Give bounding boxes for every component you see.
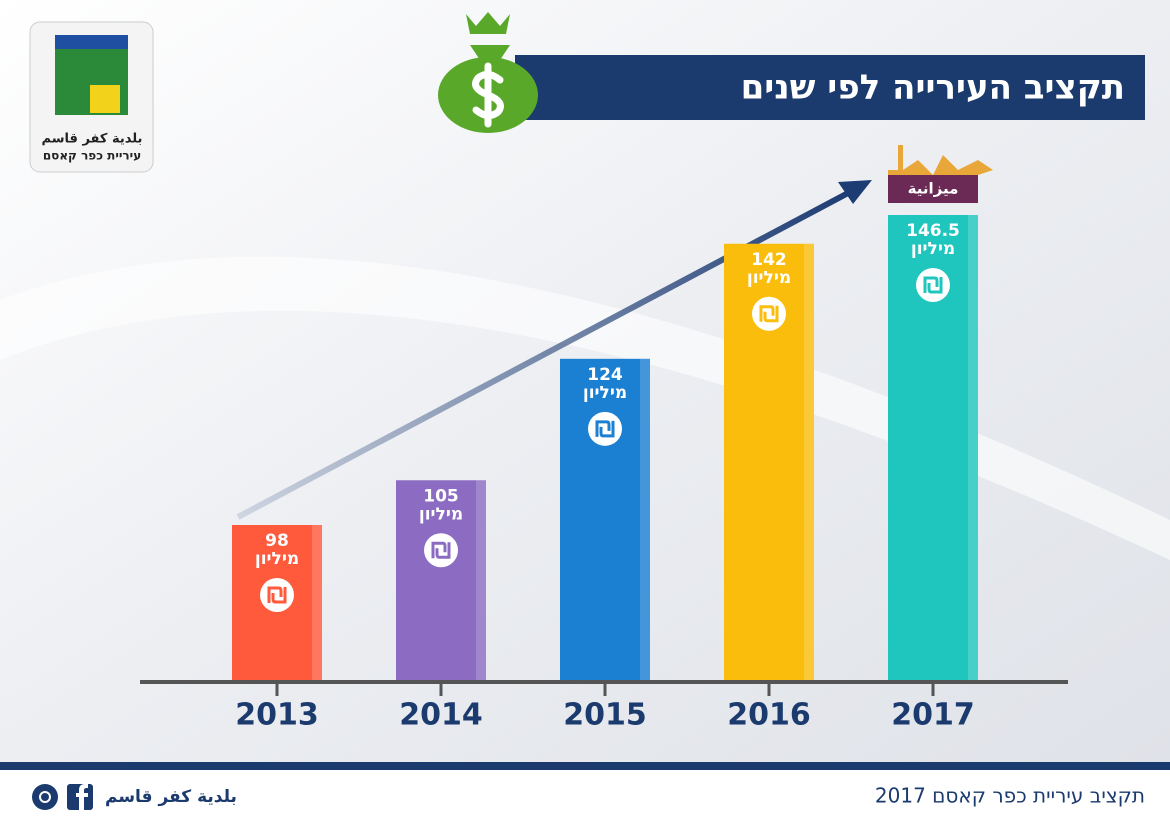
bar-shade xyxy=(312,525,322,680)
unit-label: מיליון xyxy=(419,504,463,524)
bar-shade xyxy=(476,480,486,680)
shekel-icon xyxy=(588,411,622,446)
shekel-glyph xyxy=(431,541,451,559)
bar xyxy=(396,480,486,680)
decor xyxy=(0,256,1170,560)
shekel-icon xyxy=(916,268,950,302)
instagram-icon-lens xyxy=(39,791,51,803)
shekel-icon xyxy=(752,296,786,331)
x-tick-label: 2015 xyxy=(563,698,647,733)
shekel-glyph xyxy=(595,420,615,438)
unit-label: מיליון xyxy=(255,549,299,569)
bag-crown xyxy=(466,12,510,34)
badge-label: ميزانية xyxy=(908,180,959,198)
value-label: 98 xyxy=(265,531,289,551)
value-label: 146.5 xyxy=(906,221,960,241)
shekel-glyph xyxy=(267,586,287,604)
logo-emblem-mosque xyxy=(90,85,120,113)
shekel-glyph xyxy=(923,276,943,294)
shekel-icon xyxy=(260,578,294,612)
value-label: 105 xyxy=(423,486,459,506)
logo-line2: עיריית כפר קאסם xyxy=(43,149,141,163)
shekel-icon xyxy=(424,533,458,568)
bag-neck xyxy=(470,45,510,60)
logo-emblem-top xyxy=(55,35,128,49)
x-tick-label: 2014 xyxy=(399,698,483,733)
badge xyxy=(888,175,978,203)
footer-right: תקציב עיריית כפר קאסם 2017 xyxy=(875,784,1145,808)
bar-shade xyxy=(640,358,650,680)
instagram-icon[interactable] xyxy=(32,784,58,810)
trend-arrowhead xyxy=(838,180,872,204)
footer xyxy=(0,770,1170,827)
footer-rule xyxy=(0,762,1170,770)
value-label: 142 xyxy=(751,250,787,270)
title-banner xyxy=(515,55,1145,120)
value-label: 124 xyxy=(587,365,623,385)
x-tick-label: 2017 xyxy=(891,698,975,733)
dollar-icon xyxy=(472,62,504,128)
title: תקציב העירייה לפי שנים xyxy=(741,68,1125,108)
bar-shade xyxy=(968,215,978,680)
facebook-f xyxy=(76,784,88,810)
bars: 98מיליון2013105מיליון2014124מיליון201514… xyxy=(232,145,993,733)
unit-label: מיליון xyxy=(911,239,955,259)
bar xyxy=(560,358,650,680)
logo-line1: بلدية كفر قاسم xyxy=(42,132,143,147)
x-tick-label: 2016 xyxy=(727,698,811,733)
x-tick-label: 2013 xyxy=(235,698,319,733)
footer-left: بلدية كفر قاسم xyxy=(105,787,237,807)
unit-label: מיליון xyxy=(747,268,791,288)
unit-label: מיליון xyxy=(583,383,627,403)
bar-shade xyxy=(804,243,814,681)
shekel-glyph xyxy=(759,305,779,323)
